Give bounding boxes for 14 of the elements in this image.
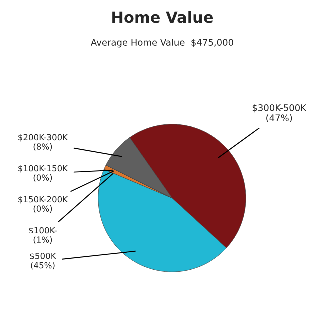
data-label: (8%) <box>34 143 52 151</box>
category-label: $150K-200K <box>18 196 68 204</box>
data-label: (45%) <box>31 262 55 270</box>
slice-label: $200K-300K <box>18 134 68 142</box>
slice-label: $500K <box>30 252 56 260</box>
legend-label: $100K-150K <box>18 165 68 173</box>
text: (0%) <box>34 174 52 182</box>
chart-title: Home Value <box>112 11 214 24</box>
data-label: (1%) <box>34 236 52 244</box>
text: (0%) <box>34 206 52 213</box>
data-label: (47%) <box>266 114 292 123</box>
slice-label: $300K-500K <box>252 104 307 113</box>
slice-label: $100K- <box>29 227 57 235</box>
chart-subtitle: Average Home Value $475,000 <box>91 39 234 48</box>
